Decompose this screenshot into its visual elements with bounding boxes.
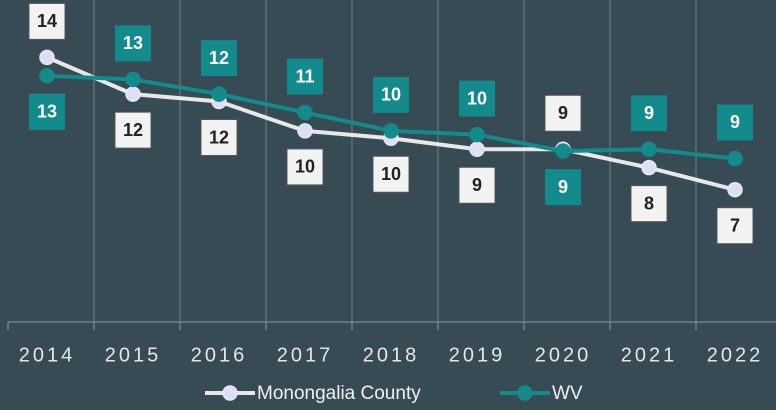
data-label-box bbox=[287, 58, 323, 95]
marker bbox=[211, 86, 227, 102]
data-label: 10 bbox=[381, 164, 401, 184]
marker bbox=[39, 68, 55, 84]
data-label: 12 bbox=[209, 127, 229, 147]
marker bbox=[469, 141, 485, 158]
data-label: 13 bbox=[37, 102, 57, 122]
marker bbox=[727, 150, 743, 167]
data-label-box bbox=[372, 155, 410, 193]
marker bbox=[469, 126, 485, 143]
data-label-box bbox=[200, 119, 238, 156]
data-label-box bbox=[29, 93, 65, 130]
data-label: 9 bbox=[472, 175, 482, 195]
data-label: 14 bbox=[37, 11, 57, 31]
legend-label: Monongalia County bbox=[257, 383, 421, 404]
data-label: 11 bbox=[295, 66, 314, 86]
legend-marker bbox=[517, 385, 533, 401]
x-tick-label: 2015 bbox=[105, 344, 162, 366]
data-label: 7 bbox=[730, 215, 740, 235]
x-tick-label: 2017 bbox=[277, 344, 334, 366]
x-tick-label: 2016 bbox=[191, 344, 248, 366]
data-label-box bbox=[631, 95, 667, 132]
data-label: 12 bbox=[209, 48, 229, 68]
data-label: 10 bbox=[295, 157, 315, 177]
marker bbox=[641, 141, 657, 158]
legend-marker bbox=[222, 385, 238, 401]
data-label-box bbox=[373, 76, 409, 113]
data-label-box bbox=[286, 148, 324, 186]
marker bbox=[641, 159, 657, 176]
data-label-box bbox=[630, 185, 668, 223]
x-tick-label: 2018 bbox=[363, 344, 420, 366]
data-label-box bbox=[544, 94, 582, 132]
data-label-box bbox=[458, 166, 496, 204]
data-label-box bbox=[114, 111, 152, 149]
marker bbox=[727, 181, 743, 198]
data-label-box bbox=[545, 169, 581, 206]
data-label: 9 bbox=[558, 177, 568, 197]
legend-label: WV bbox=[552, 383, 583, 404]
data-label-box bbox=[28, 2, 66, 40]
x-tick-label: 2014 bbox=[19, 344, 76, 366]
data-label: 9 bbox=[730, 112, 740, 132]
x-tick-label: 2022 bbox=[707, 344, 764, 366]
data-label: 9 bbox=[644, 103, 654, 123]
data-label: 13 bbox=[123, 33, 143, 53]
x-tick-label: 2021 bbox=[621, 344, 678, 366]
data-label: 9 bbox=[558, 103, 568, 123]
marker bbox=[555, 143, 571, 159]
marker bbox=[297, 123, 313, 139]
data-label-box bbox=[716, 207, 754, 245]
marker bbox=[297, 104, 313, 121]
marker bbox=[125, 71, 141, 88]
marker bbox=[125, 86, 141, 102]
data-label: 10 bbox=[467, 88, 487, 108]
data-label-box bbox=[201, 40, 237, 77]
data-label-box bbox=[717, 104, 753, 141]
data-label-box bbox=[115, 25, 151, 62]
data-label: 10 bbox=[381, 85, 401, 105]
x-tick-label: 2020 bbox=[535, 344, 592, 366]
marker bbox=[39, 49, 55, 66]
marker bbox=[383, 123, 399, 139]
data-label: 12 bbox=[123, 120, 143, 140]
data-label: 8 bbox=[644, 193, 654, 213]
x-tick-label: 2019 bbox=[449, 344, 506, 366]
data-label-box bbox=[459, 80, 495, 117]
